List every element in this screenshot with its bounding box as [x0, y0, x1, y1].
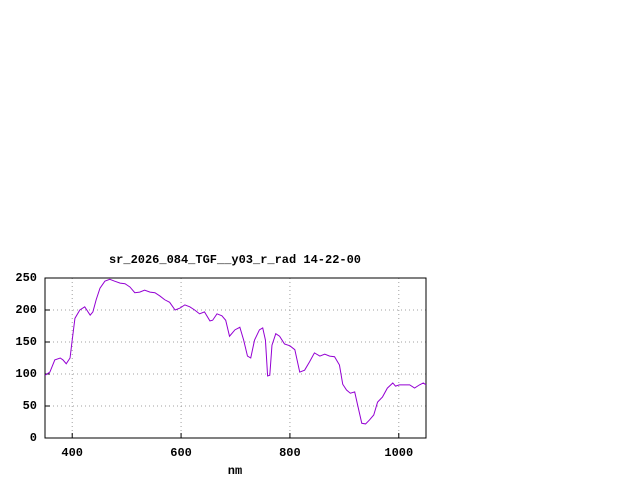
y-tick-label: 50: [23, 399, 37, 413]
x-axis-label: nm: [228, 464, 242, 478]
y-tick-label: 0: [30, 431, 37, 445]
data-line: [44, 278, 427, 425]
plot-frame: [44, 277, 427, 439]
x-tick-label: 400: [61, 446, 83, 460]
y-tick-label: 100: [15, 367, 37, 381]
y-tick-label: 150: [15, 335, 37, 349]
x-tick-label: 600: [170, 446, 192, 460]
chart-title: sr_2026_084_TGF__y03_r_rad 14-22-00: [109, 253, 361, 267]
x-tick-label: 1000: [384, 446, 413, 460]
x-tick-label: 800: [279, 446, 301, 460]
y-tick-label: 200: [15, 303, 37, 317]
y-tick-label: 250: [15, 271, 37, 285]
